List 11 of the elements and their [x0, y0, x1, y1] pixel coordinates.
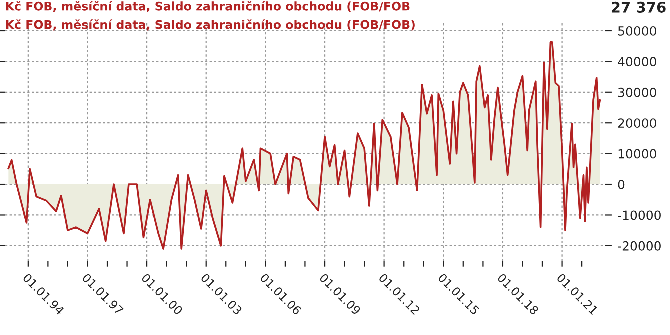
- y-tick-label: -20000: [618, 241, 661, 251]
- y-tick-label: 50000: [618, 26, 656, 36]
- y-tick-label: 20000: [618, 118, 656, 128]
- y-tick-label: 30000: [618, 88, 656, 98]
- chart-subtitle: Kč FOB, měsíční data, Saldo zahraničního obchodu (FOB/FOB): [6, 20, 415, 31]
- y-tick-label: 40000: [618, 57, 656, 67]
- y-tick-label: -10000: [618, 210, 661, 220]
- text: 27 376: [612, 2, 666, 13]
- y-tick-label: 0: [618, 180, 625, 190]
- chart-title: Kč FOB, měsíční data, Saldo zahraničního obchodu (FOB/FOB: [6, 1, 410, 12]
- y-tick-label: 10000: [618, 149, 656, 159]
